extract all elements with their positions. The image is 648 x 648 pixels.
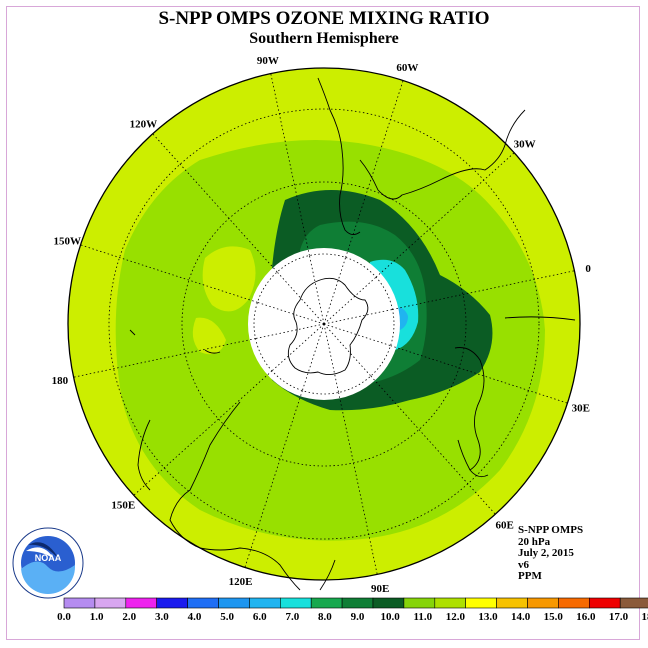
colorbar-cell bbox=[403, 597, 436, 609]
colorbar-tick-label: 9.0 bbox=[351, 611, 365, 623]
field-11-12-west bbox=[202, 246, 256, 312]
longitude-label: 30W bbox=[514, 138, 536, 150]
meridian-line bbox=[345, 80, 404, 258]
colorbar-cell bbox=[372, 597, 405, 609]
longitude-label: 90E bbox=[371, 583, 389, 595]
colorbar-cell bbox=[588, 597, 621, 609]
longitude-label: 120E bbox=[229, 576, 253, 588]
colorbar-cell bbox=[94, 597, 127, 609]
colorbar-cell bbox=[434, 597, 466, 609]
colorbar-cell bbox=[279, 597, 312, 609]
colorbar-tick-label: 15.0 bbox=[544, 611, 564, 623]
longitude-labels: 90W 60W 30W 0 30E 60E 90E 120E 150E 180 150W 120W bbox=[52, 55, 592, 595]
info-level: 20 hPa bbox=[518, 535, 551, 548]
colorbar-tick-label: 17.0 bbox=[609, 611, 629, 623]
colorbar-tick-label: 5.0 bbox=[220, 611, 234, 623]
colorbar-cell bbox=[310, 597, 343, 609]
colorbar-tick-label: 13.0 bbox=[478, 611, 498, 623]
colorbar-tick-label: 16.0 bbox=[576, 611, 596, 623]
graticule bbox=[73, 73, 575, 575]
colorbar-tick-label: 1.0 bbox=[90, 611, 104, 623]
meridian-line bbox=[270, 73, 310, 256]
colorbar-tick-label: 2.0 bbox=[122, 611, 136, 623]
info-version: v6 bbox=[518, 558, 529, 571]
meridian-line bbox=[133, 370, 273, 496]
colorbar-tick-label: 3.0 bbox=[155, 611, 169, 623]
map-title: S-NPP OMPS OZONE MIXING RATIO bbox=[158, 8, 490, 29]
meridian-line bbox=[392, 270, 575, 310]
longitude-label: 120W bbox=[130, 118, 158, 130]
meridian-line bbox=[375, 152, 515, 278]
colorbar-cell bbox=[187, 597, 219, 609]
longitude-label: 60E bbox=[495, 520, 513, 532]
map-boundary bbox=[67, 67, 581, 581]
meridian-line bbox=[338, 392, 378, 575]
meridian-line bbox=[370, 375, 496, 515]
colorbar-tick-label: 0.0 bbox=[57, 611, 71, 623]
longitude-label: 30E bbox=[572, 402, 590, 414]
colorbar-cell bbox=[465, 597, 497, 609]
info-block: S-NPP OMPS 20 hPa July 2, 2015 v6 PPM bbox=[518, 524, 584, 583]
colorbar-cell bbox=[496, 597, 528, 609]
coastlines bbox=[129, 77, 576, 591]
info-instrument: S-NPP OMPS bbox=[518, 524, 584, 536]
noaa-logo: NOAA bbox=[12, 527, 84, 599]
colorbar-tick-label: 18.0 bbox=[641, 611, 648, 623]
map-subtitle: Southern Hemisphere bbox=[249, 30, 399, 47]
longitude-label: 150W bbox=[53, 236, 81, 248]
figure-frame bbox=[6, 6, 640, 640]
longitude-label: 60W bbox=[396, 62, 418, 74]
svg-text:NOAA: NOAA bbox=[35, 553, 62, 563]
colorbar-cell bbox=[63, 597, 96, 609]
longitude-label: 150E bbox=[111, 500, 135, 512]
colorbar-tick-label: 6.0 bbox=[253, 611, 267, 623]
longitude-label: 90W bbox=[257, 55, 279, 67]
colorbar-tick-label: 4.0 bbox=[188, 611, 202, 623]
colorbar-cell bbox=[619, 597, 648, 609]
meridian-line bbox=[244, 390, 303, 568]
colorbar-cell bbox=[218, 597, 250, 609]
colorbar-cell bbox=[527, 597, 559, 609]
colorbar-cell bbox=[156, 597, 188, 609]
meridian-line bbox=[80, 244, 258, 303]
info-date: July 2, 2015 bbox=[518, 547, 574, 560]
meridian-line bbox=[73, 338, 256, 378]
longitude-label: 0 bbox=[585, 263, 591, 275]
colorbar bbox=[63, 597, 648, 609]
meridian-line bbox=[152, 133, 278, 273]
meridian-line bbox=[390, 345, 568, 404]
colorbar-tick-labels: 0.0 1.0 2.0 3.0 4.0 5.0 6.0 7.0 8.0 9.0 10.0 11.0 12… bbox=[57, 611, 648, 623]
longitude-label: 180 bbox=[52, 375, 69, 387]
colorbar-tick-label: 8.0 bbox=[318, 611, 332, 623]
colorbar-tick-label: 14.0 bbox=[511, 611, 531, 623]
colorbar-tick-label: 11.0 bbox=[413, 611, 432, 623]
colorbar-cell bbox=[125, 597, 158, 609]
colorbar-cell bbox=[558, 597, 590, 609]
colorbar-cell bbox=[341, 597, 374, 609]
colorbar-tick-label: 12.0 bbox=[446, 611, 466, 623]
colorbar-tick-label: 10.0 bbox=[381, 611, 401, 623]
colorbar-tick-label: 7.0 bbox=[285, 611, 299, 623]
colorbar-cell bbox=[249, 597, 281, 609]
info-units: PPM bbox=[518, 570, 542, 583]
